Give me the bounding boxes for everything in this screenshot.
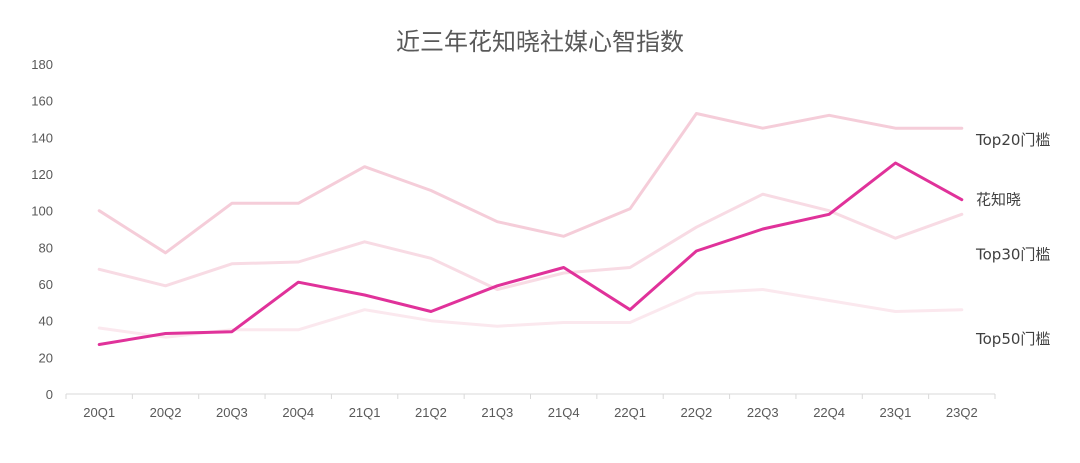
x-tick-label: 21Q4 xyxy=(548,405,580,420)
y-tick-label: 100 xyxy=(31,204,53,219)
y-tick-label: 60 xyxy=(39,277,53,292)
x-tick-label: 21Q1 xyxy=(349,405,381,420)
x-tick-label: 23Q1 xyxy=(880,405,912,420)
y-tick-label: 80 xyxy=(39,240,53,255)
x-tick-label: 21Q2 xyxy=(415,405,447,420)
series-label: 花知晓 xyxy=(976,191,1021,209)
series-label: Top30门槛 xyxy=(975,245,1050,263)
x-axis-ticks: 20Q1 20Q2 20Q3 20Q4 21Q1 21Q2 21Q3 21Q4 22Q1 22Q2… xyxy=(65,394,996,420)
x-tick-label: 22Q2 xyxy=(680,405,712,420)
y-tick-label: 20 xyxy=(39,350,53,365)
x-tick-label: 20Q3 xyxy=(216,405,248,420)
series-line xyxy=(97,288,964,339)
x-tick-label: 22Q1 xyxy=(614,405,646,420)
y-tick-label: 180 xyxy=(31,57,53,72)
y-tick-label: 120 xyxy=(31,167,53,182)
x-tick-label: 22Q3 xyxy=(747,405,779,420)
series-label: Top50门槛 xyxy=(975,330,1050,348)
y-axis-ticks: 0 20 40 60 80 100 120 140 160 180 xyxy=(31,57,53,402)
y-tick-label: 160 xyxy=(31,94,53,109)
x-tick-label: 22Q4 xyxy=(813,405,845,420)
x-tick-label: 20Q1 xyxy=(83,405,115,420)
series-line xyxy=(97,192,964,291)
series-line xyxy=(97,112,964,255)
x-tick-label: 23Q2 xyxy=(946,405,978,420)
series-label: Top20门槛 xyxy=(975,131,1050,149)
y-tick-label: 0 xyxy=(46,387,53,402)
x-tick-label: 21Q3 xyxy=(481,405,513,420)
y-tick-label: 140 xyxy=(31,130,53,145)
series-line xyxy=(97,161,964,346)
x-tick-label: 20Q4 xyxy=(282,405,314,420)
y-tick-label: 40 xyxy=(39,314,53,329)
series-lines xyxy=(97,112,964,346)
x-tick-label: 20Q2 xyxy=(150,405,182,420)
chart-title: 近三年花知晓社媒心智指数 xyxy=(396,28,684,56)
